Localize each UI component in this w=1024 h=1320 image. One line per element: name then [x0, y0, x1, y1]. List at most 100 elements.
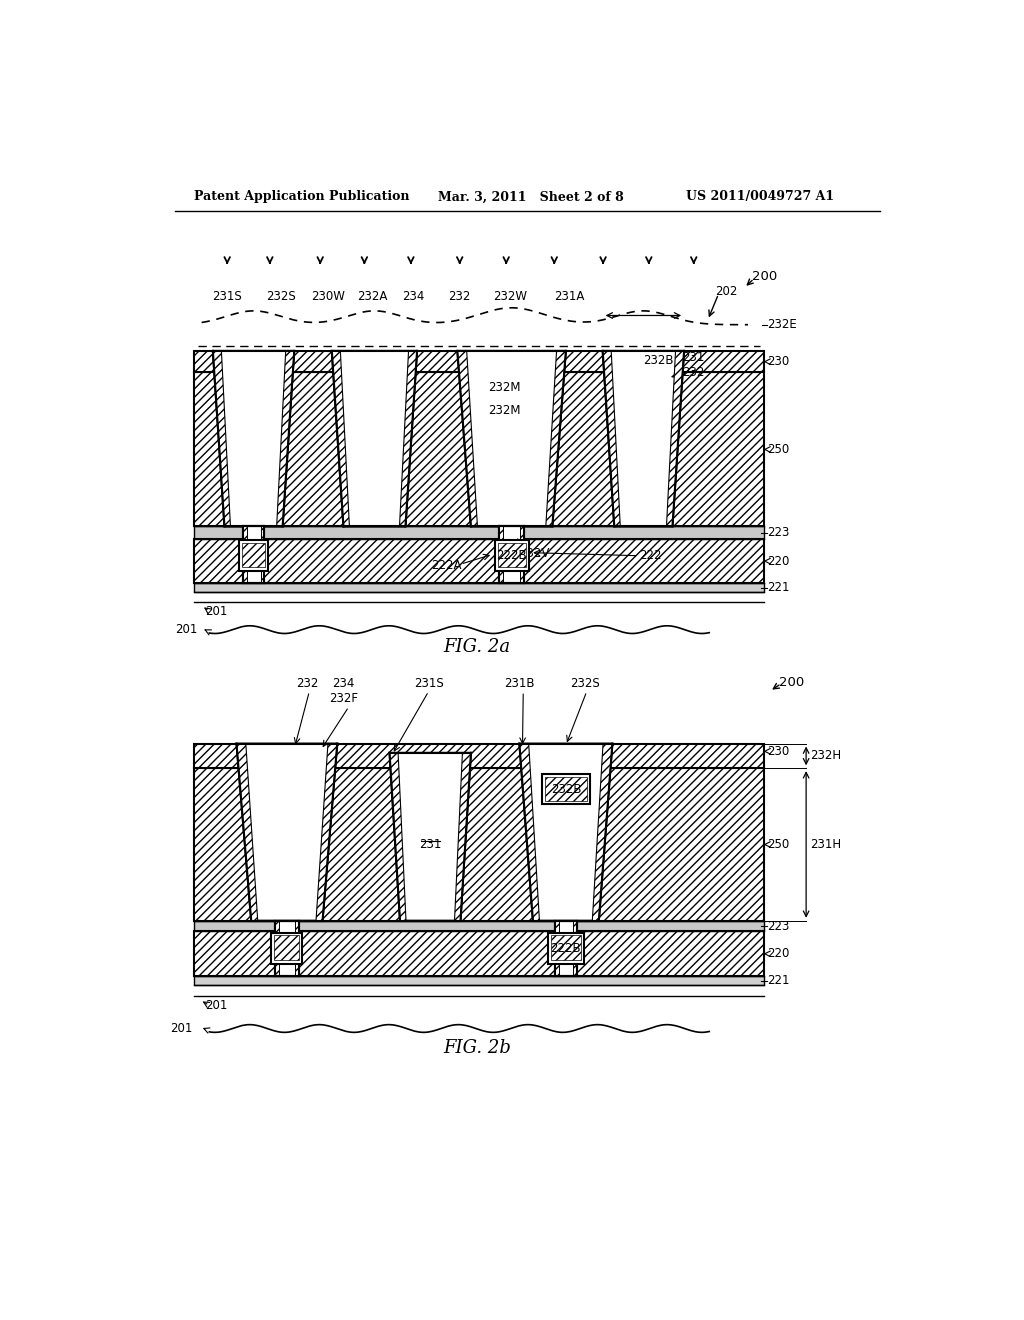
Polygon shape	[603, 351, 684, 527]
Polygon shape	[555, 921, 559, 977]
Text: 201: 201	[206, 605, 228, 618]
Polygon shape	[458, 351, 477, 527]
Polygon shape	[213, 351, 294, 527]
Text: 232M: 232M	[488, 404, 521, 417]
Bar	[242, 543, 265, 568]
Text: 231: 231	[682, 351, 705, 363]
Polygon shape	[213, 351, 230, 527]
Polygon shape	[276, 351, 294, 527]
Bar	[239, 540, 268, 572]
Polygon shape	[316, 743, 337, 921]
Text: 201: 201	[175, 623, 198, 636]
Text: 221: 221	[767, 581, 790, 594]
Text: 200: 200	[779, 676, 804, 689]
Polygon shape	[260, 527, 264, 583]
Polygon shape	[546, 351, 566, 527]
Polygon shape	[458, 351, 566, 527]
Text: US 2011/0049727 A1: US 2011/0049727 A1	[686, 190, 835, 203]
Polygon shape	[332, 351, 417, 527]
Bar	[194, 351, 764, 372]
Text: 234: 234	[332, 677, 354, 689]
Text: 223: 223	[767, 527, 790, 539]
Text: 230: 230	[767, 744, 790, 758]
Text: 232S: 232S	[266, 290, 296, 304]
Text: 232A: 232A	[357, 290, 387, 304]
Polygon shape	[389, 752, 471, 921]
Bar	[194, 977, 764, 985]
Text: 231S: 231S	[414, 677, 443, 689]
Polygon shape	[243, 527, 264, 583]
Bar	[194, 372, 764, 527]
Polygon shape	[520, 527, 524, 583]
Text: 250: 250	[767, 838, 790, 851]
Text: 232H: 232H	[810, 750, 841, 763]
Polygon shape	[603, 351, 621, 527]
Text: 230W: 230W	[311, 290, 345, 304]
Polygon shape	[275, 921, 299, 977]
Text: 222B: 222B	[551, 942, 582, 954]
Text: 220: 220	[767, 948, 790, 961]
Text: 232B: 232B	[643, 354, 674, 367]
Bar	[495, 540, 528, 572]
Bar	[194, 527, 764, 539]
Text: 232B: 232B	[551, 783, 582, 796]
Text: 222B: 222B	[497, 549, 527, 562]
Polygon shape	[667, 351, 684, 527]
Bar	[194, 932, 764, 977]
Bar	[548, 933, 584, 964]
Polygon shape	[572, 921, 577, 977]
Bar	[194, 743, 764, 768]
Text: 232V: 232V	[519, 546, 550, 560]
Text: 232: 232	[297, 677, 319, 689]
Bar	[271, 933, 302, 964]
Text: 222A: 222A	[431, 560, 461, 573]
Text: 232: 232	[682, 366, 705, 379]
Text: FIG. 2a: FIG. 2a	[443, 639, 510, 656]
Text: 232M: 232M	[488, 381, 521, 395]
Text: 232S: 232S	[570, 677, 600, 689]
Text: 220: 220	[767, 554, 790, 568]
Polygon shape	[237, 743, 337, 921]
Text: 250: 250	[767, 444, 790, 455]
Polygon shape	[295, 921, 299, 977]
Text: 231H: 231H	[810, 838, 841, 851]
Bar	[542, 775, 590, 804]
Text: 231: 231	[419, 838, 441, 851]
Text: 223: 223	[767, 920, 790, 933]
Polygon shape	[399, 351, 417, 527]
Bar	[551, 936, 581, 960]
Bar	[498, 543, 525, 568]
Text: Patent Application Publication: Patent Application Publication	[194, 190, 410, 203]
Polygon shape	[555, 921, 577, 977]
Polygon shape	[389, 752, 406, 921]
Text: 221: 221	[767, 974, 790, 987]
Text: 200: 200	[752, 269, 777, 282]
Text: 231S: 231S	[212, 290, 242, 304]
Polygon shape	[455, 752, 471, 921]
Text: 232W: 232W	[494, 290, 527, 304]
Text: 230: 230	[767, 355, 790, 368]
Bar	[194, 539, 764, 583]
Text: 201: 201	[170, 1022, 193, 1035]
Text: 231B: 231B	[504, 677, 535, 689]
Text: 232: 232	[449, 290, 471, 304]
Text: 202: 202	[715, 285, 737, 298]
Polygon shape	[500, 527, 524, 583]
Text: 231A: 231A	[555, 290, 585, 304]
Text: 201: 201	[206, 999, 228, 1012]
Text: 232E: 232E	[767, 318, 797, 331]
Polygon shape	[332, 351, 349, 527]
Polygon shape	[237, 743, 258, 921]
Text: Mar. 3, 2011   Sheet 2 of 8: Mar. 3, 2011 Sheet 2 of 8	[438, 190, 624, 203]
Text: 222: 222	[640, 549, 662, 562]
Polygon shape	[275, 921, 280, 977]
Text: FIG. 2b: FIG. 2b	[442, 1039, 511, 1057]
Bar	[194, 768, 764, 921]
Text: 232F: 232F	[329, 692, 358, 705]
Bar	[194, 583, 764, 591]
Polygon shape	[500, 527, 503, 583]
Polygon shape	[592, 743, 612, 921]
Bar	[274, 936, 299, 960]
Polygon shape	[519, 743, 540, 921]
Polygon shape	[243, 527, 247, 583]
